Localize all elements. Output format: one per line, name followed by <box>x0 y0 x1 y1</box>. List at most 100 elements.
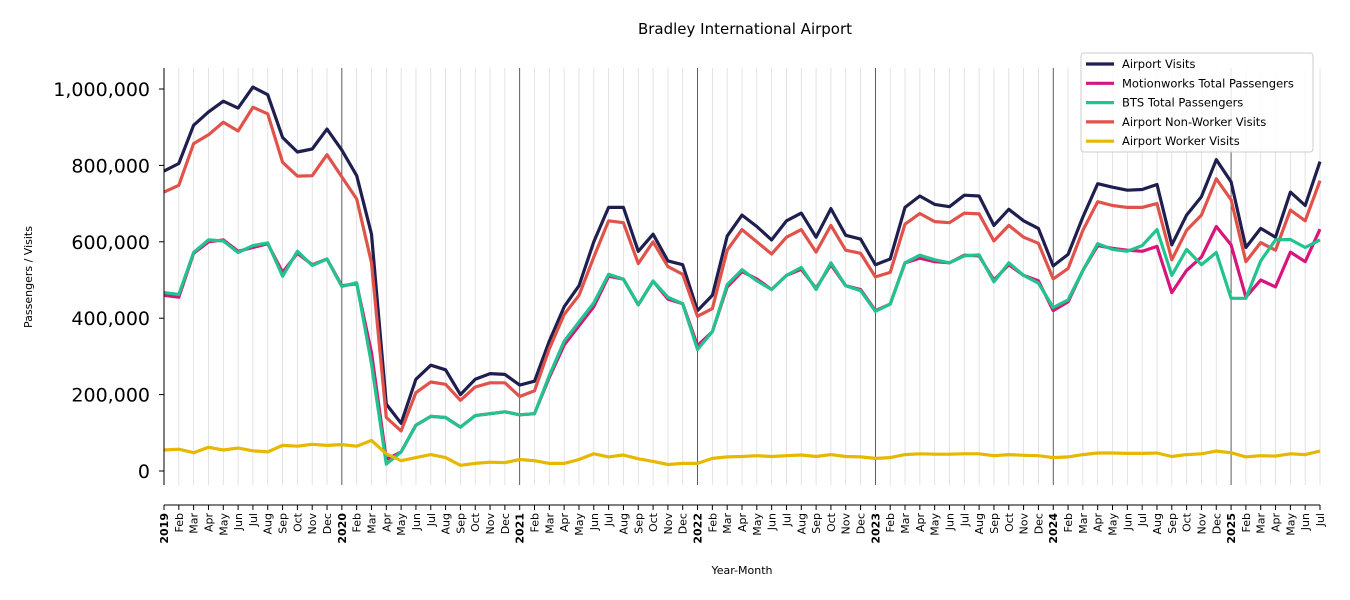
legend-label: BTS Total Passengers <box>1122 96 1243 110</box>
x-tick-month-label: Oct <box>647 512 660 532</box>
x-tick-month-label: Apr <box>736 513 749 533</box>
x-tick-year-label: 2020 <box>336 513 349 544</box>
series-line-airport-visits <box>163 85 1322 425</box>
x-tick-month-label: Mar <box>365 513 378 534</box>
x-tick-month-label: Nov <box>662 513 675 535</box>
x-tick-month-label: Dec <box>321 513 334 534</box>
x-tick-month-label: Apr <box>1270 513 1283 533</box>
x-tick-month-label: May <box>395 513 408 536</box>
x-tick-month-label: Oct <box>291 512 304 532</box>
x-tick-month-label: Jul <box>603 513 616 527</box>
x-tick-month-label: Dec <box>855 513 868 534</box>
y-tick-label: 600,000 <box>71 232 150 254</box>
x-tick-year-label: 2022 <box>692 513 705 544</box>
x-tick-month-label: Jul <box>1314 513 1327 527</box>
x-tick-month-label: Aug <box>262 513 275 534</box>
x-tick-year-label: 2025 <box>1225 513 1238 544</box>
legend: Airport Visits Motionworks Total Passenge… <box>1080 52 1314 153</box>
x-tick-month-label: Apr <box>1092 513 1105 533</box>
x-tick-month-label: Apr <box>202 513 215 533</box>
x-tick-month-label: Apr <box>558 513 571 533</box>
x-tick-month-label: Dec <box>1210 513 1223 534</box>
x-tick-month-label: Jun <box>766 513 779 531</box>
x-tick-month-label: Mar <box>543 513 556 534</box>
y-tick-label: 0 <box>138 461 150 483</box>
x-tick-month-label: Dec <box>677 513 690 534</box>
x-tick-month-label: Feb <box>529 513 542 532</box>
x-tick-month-label: Jul <box>780 513 793 527</box>
y-tick-label: 800,000 <box>71 155 150 177</box>
y-tick-label: 400,000 <box>71 308 150 330</box>
x-tick-month-label: Sep <box>277 513 290 534</box>
x-tick-month-label: Jun <box>1121 513 1134 531</box>
x-tick-year-label: 2023 <box>869 513 882 544</box>
y-tick-label: 1,000,000 <box>53 79 150 101</box>
x-tick-month-label: Mar <box>721 513 734 534</box>
legend-label: Airport Worker Visits <box>1122 134 1240 148</box>
x-tick-month-label: Aug <box>617 513 630 534</box>
x-tick-month-label: Oct <box>1003 512 1016 532</box>
x-tick-month-label: Apr <box>914 513 927 533</box>
x-tick-month-label: Dec <box>499 513 512 534</box>
x-tick-month-label: Aug <box>440 513 453 534</box>
x-tick-month-label: Nov <box>484 513 497 535</box>
x-tick-month-label: Sep <box>1166 513 1179 534</box>
x-tick-year-label: 2024 <box>1047 513 1060 544</box>
x-tick-month-label: May <box>217 513 230 536</box>
x-tick-month-label: Aug <box>1151 513 1164 534</box>
legend-label: Airport Non-Worker Visits <box>1122 115 1266 129</box>
series-line-airport-non-worker-visits <box>163 105 1322 433</box>
x-tick-month-label: Feb <box>1240 513 1253 532</box>
x-tick-month-label: Feb <box>706 513 719 532</box>
x-tick-month-label: Apr <box>380 513 393 533</box>
x-tick-month-label: Nov <box>1018 513 1031 535</box>
x-tick-month-label: Aug <box>795 513 808 534</box>
y-axis: 0 200,000 400,000 600,000 800,000 1,000,000 <box>53 68 165 485</box>
legend-label: Airport Visits <box>1122 57 1196 71</box>
x-tick-month-label: Feb <box>1062 513 1075 532</box>
x-tick-month-label: Jul <box>247 513 260 527</box>
x-tick-month-label: Oct <box>825 512 838 532</box>
x-tick-month-label: Feb <box>351 513 364 532</box>
x-tick-month-label: Mar <box>1077 513 1090 534</box>
x-tick-month-label: Sep <box>632 513 645 534</box>
gridlines <box>163 68 1321 485</box>
x-tick-month-label: Nov <box>840 513 853 535</box>
x-tick-month-label: Mar <box>1255 513 1268 534</box>
x-tick-month-label: May <box>751 513 764 536</box>
x-axis-label: Year-Month <box>710 564 772 577</box>
x-tick-month-label: Sep <box>454 513 467 534</box>
chart-title: Bradley International Airport <box>638 20 852 38</box>
series-line-bts-total-passengers <box>163 228 1321 466</box>
y-axis-label: Passengers / Visits <box>22 226 35 328</box>
x-tick-month-label: Mar <box>188 513 201 534</box>
x-tick-month-label: Jun <box>1299 513 1312 531</box>
x-tick-month-label: Jun <box>588 513 601 531</box>
series-lines <box>163 85 1322 467</box>
x-tick-month-label: May <box>929 513 942 536</box>
x-tick-month-label: Feb <box>884 513 897 532</box>
x-axis: 2019 Feb Mar Apr May Jun Jul Aug Sep Oct Nov Dec 202… <box>158 504 1327 544</box>
x-tick-month-label: Oct <box>469 512 482 532</box>
x-tick-month-label: May <box>1284 513 1297 536</box>
x-tick-month-label: Jul <box>1136 513 1149 527</box>
x-tick-month-label: Jul <box>958 513 971 527</box>
x-tick-month-label: Mar <box>899 513 912 534</box>
x-tick-month-label: May <box>573 513 586 536</box>
x-tick-month-label: Oct <box>1181 512 1194 532</box>
x-tick-month-label: Sep <box>988 513 1001 534</box>
legend-label: Motionworks Total Passengers <box>1122 76 1294 90</box>
x-tick-month-label: Feb <box>173 513 186 532</box>
x-tick-month-label: Jul <box>425 513 438 527</box>
x-tick-month-label: Aug <box>973 513 986 534</box>
x-tick-year-label: 2019 <box>158 513 171 544</box>
x-tick-month-label: Jun <box>232 513 245 531</box>
legend-box <box>1080 52 1314 153</box>
series-line-airport-worker-visits <box>163 438 1321 467</box>
x-tick-month-label: Dec <box>1032 513 1045 534</box>
x-tick-month-label: Nov <box>306 513 319 535</box>
y-tick-label: 200,000 <box>71 385 150 407</box>
x-tick-month-label: Jun <box>410 513 423 531</box>
